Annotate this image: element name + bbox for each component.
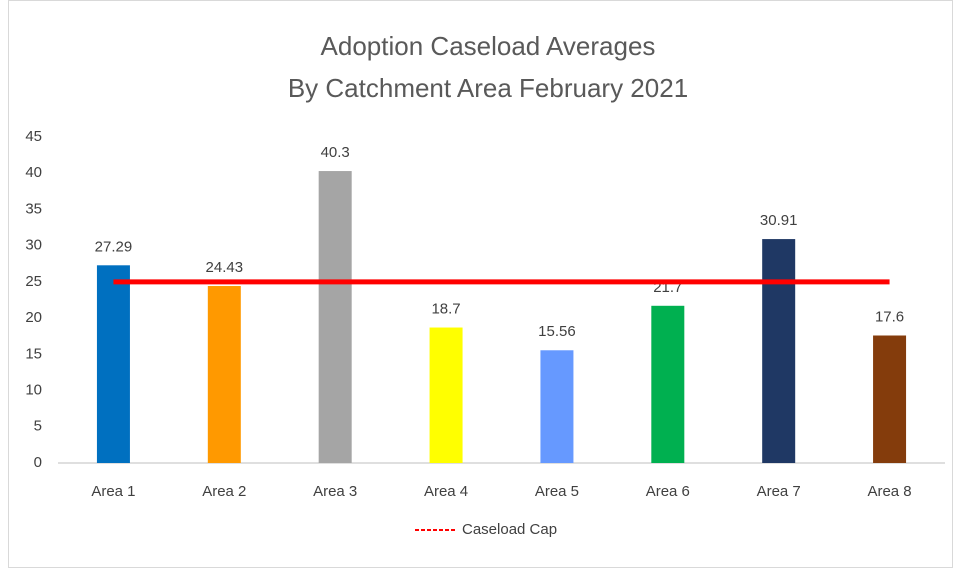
y-tick-label: 25 bbox=[25, 273, 42, 290]
bar bbox=[96, 265, 130, 463]
x-tick-label: Area 5 bbox=[535, 483, 579, 500]
x-tick-label: Area 8 bbox=[867, 483, 911, 500]
y-tick-label: 45 bbox=[25, 128, 42, 145]
bar bbox=[429, 327, 463, 463]
x-tick-label: Area 4 bbox=[424, 483, 468, 500]
x-tick-label: Area 3 bbox=[313, 483, 357, 500]
bar bbox=[318, 171, 352, 463]
data-label: 30.91 bbox=[760, 212, 798, 229]
data-label: 15.56 bbox=[538, 323, 576, 340]
x-tick-label: Area 6 bbox=[646, 483, 690, 500]
bar bbox=[762, 239, 796, 463]
data-label: 17.6 bbox=[875, 308, 904, 325]
data-label: 18.7 bbox=[431, 300, 460, 317]
y-tick-label: 35 bbox=[25, 200, 42, 217]
bar bbox=[651, 305, 685, 463]
y-tick-label: 0 bbox=[34, 454, 42, 471]
data-label: 24.43 bbox=[206, 259, 244, 276]
legend-label: Caseload Cap bbox=[462, 521, 557, 538]
bar bbox=[873, 335, 907, 463]
x-tick-label: Area 1 bbox=[91, 483, 135, 500]
chart-title: By Catchment Area February 2021 bbox=[288, 73, 688, 103]
bar bbox=[540, 350, 574, 463]
data-label: 27.29 bbox=[95, 238, 133, 255]
y-tick-label: 10 bbox=[25, 382, 42, 399]
y-tick-label: 15 bbox=[25, 345, 42, 362]
y-tick-label: 30 bbox=[25, 237, 42, 254]
data-label: 40.3 bbox=[321, 144, 350, 161]
x-tick-label: Area 2 bbox=[202, 483, 246, 500]
y-tick-label: 5 bbox=[34, 418, 42, 435]
bar bbox=[207, 286, 241, 463]
y-tick-label: 40 bbox=[25, 164, 42, 181]
x-tick-label: Area 7 bbox=[757, 483, 801, 500]
y-tick-label: 20 bbox=[25, 309, 42, 326]
chart-title: Adoption Caseload Averages bbox=[321, 31, 656, 61]
